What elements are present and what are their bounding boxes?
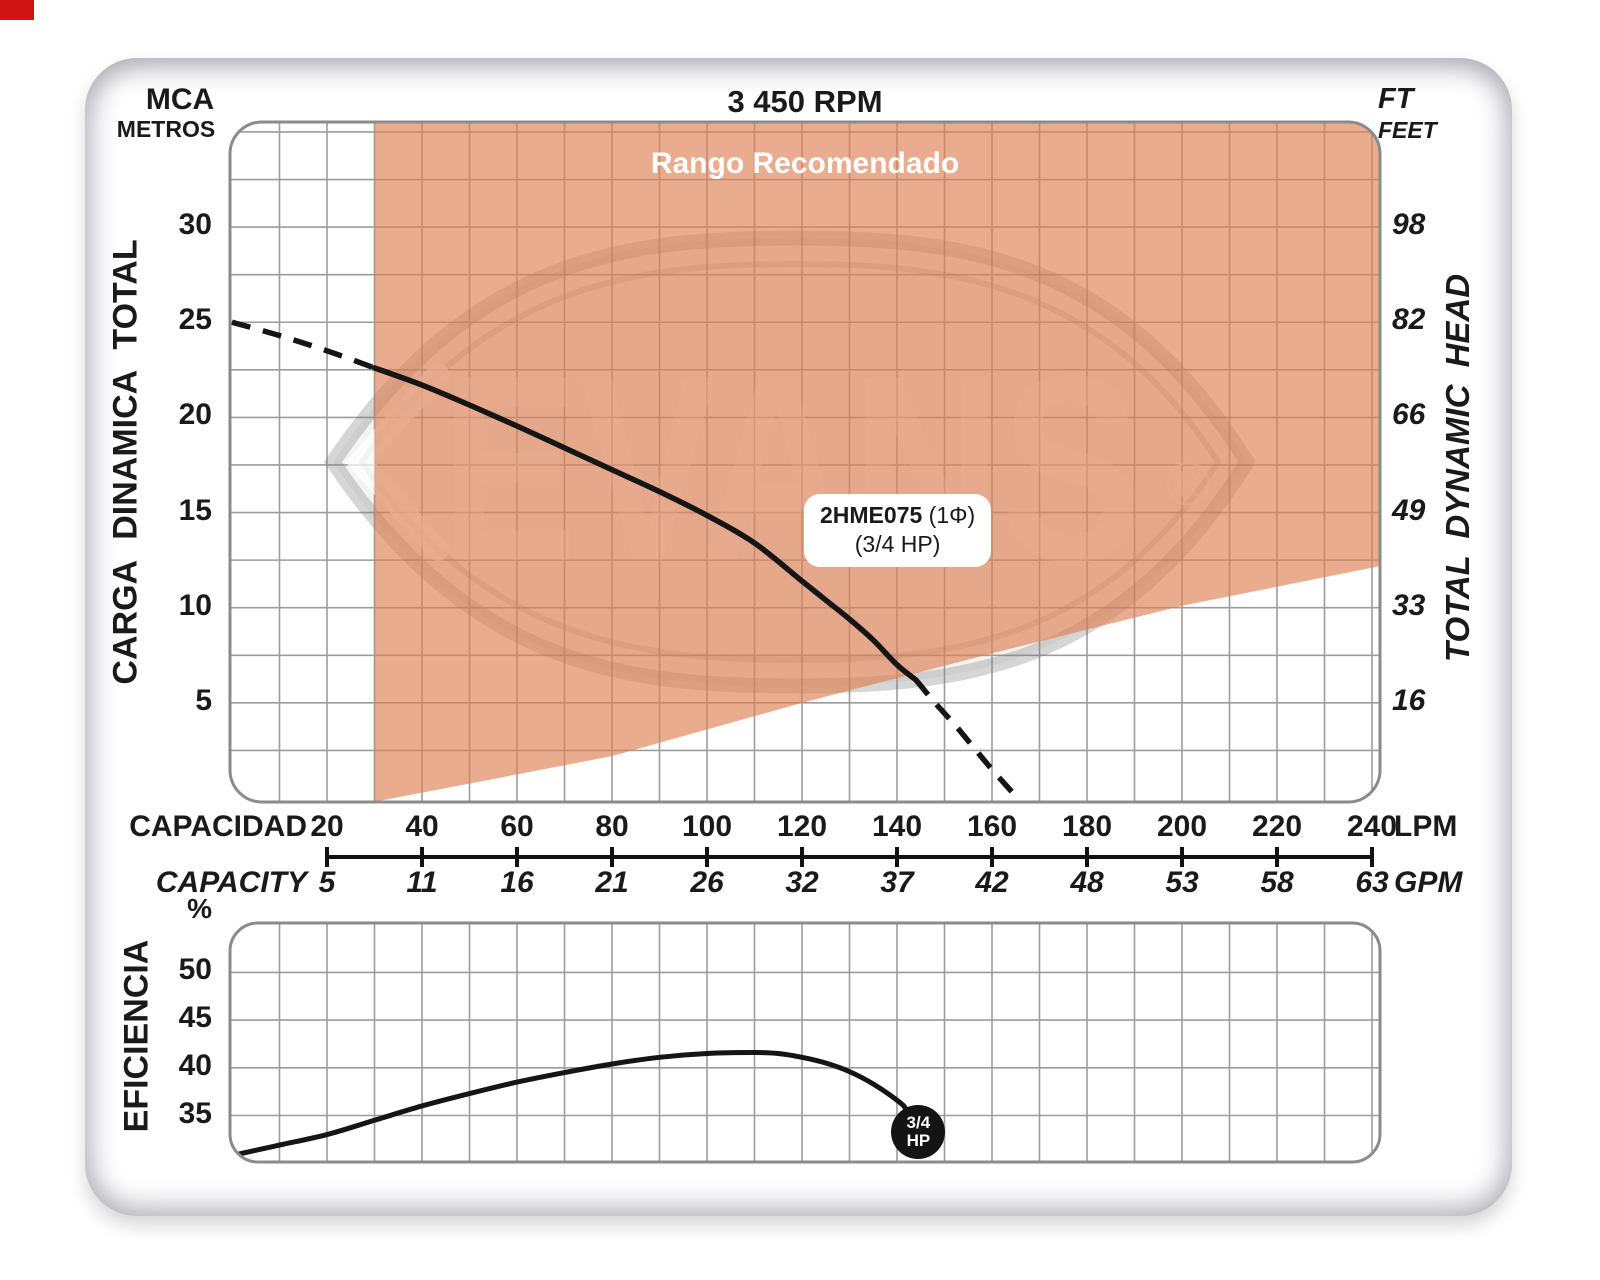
chart-card (85, 58, 1512, 1216)
red-corner-artifact (0, 0, 34, 20)
